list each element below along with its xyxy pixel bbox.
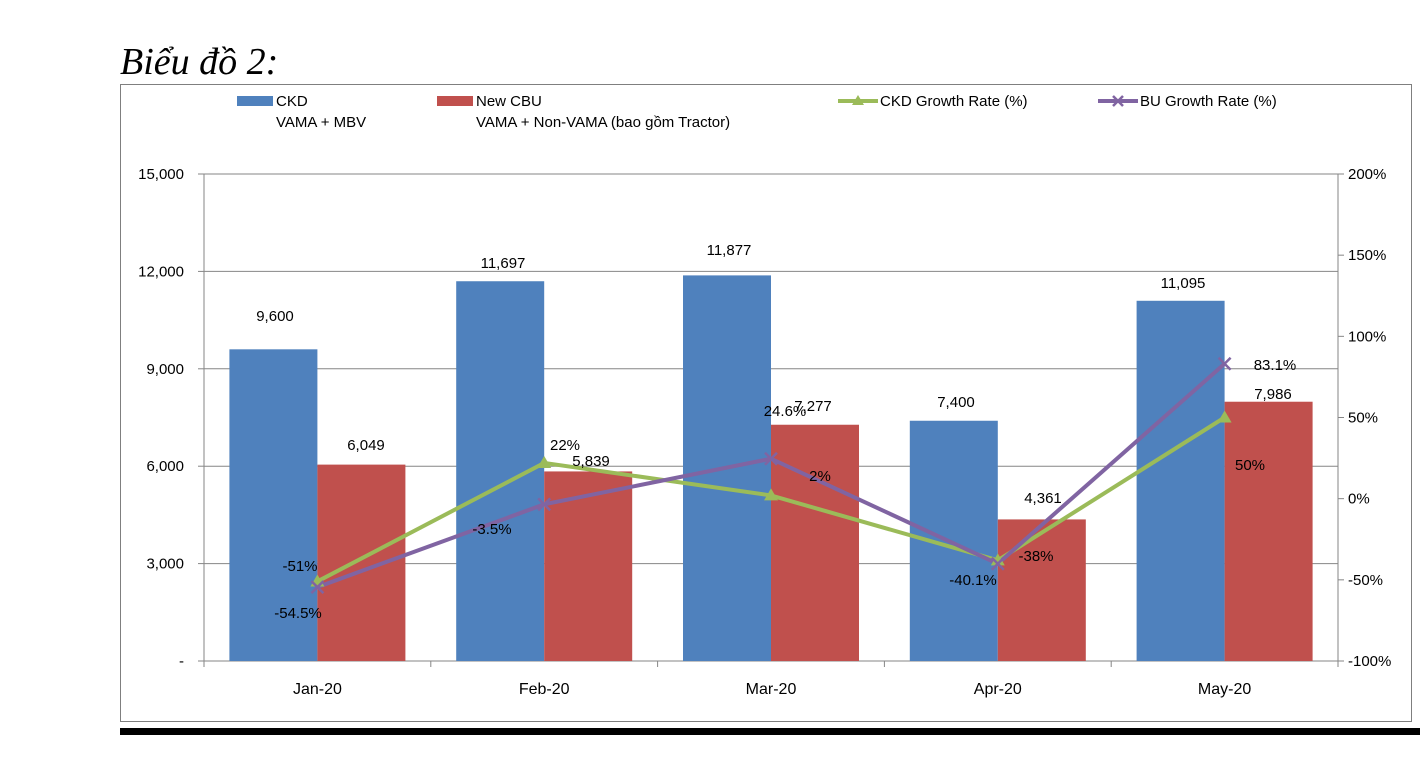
y2-tick-label: 100% [1348, 328, 1386, 345]
ckd-data-label: 11,877 [707, 242, 752, 259]
ckd-bar [1136, 300, 1225, 661]
cbu-data-label: 7,277 [794, 398, 832, 415]
cbu-data-label: 4,361 [1024, 490, 1062, 507]
y-tick-label: 3,000 [146, 556, 184, 573]
ckd-data-label: 7,400 [937, 394, 975, 411]
bu-growth-marker [1217, 356, 1232, 371]
bottom-rule [120, 728, 1420, 735]
y2-tick-label: 0% [1348, 491, 1370, 508]
bu-growth-data-label: -3.5% [472, 521, 511, 538]
legend-cbu-swatch [437, 96, 473, 106]
x-tick-label: Apr-20 [974, 681, 1022, 698]
bu-growth-marker [310, 580, 325, 595]
legend-ckd-label: CKD [276, 93, 308, 110]
legend-bu-growth-label: BU Growth Rate (%) [1140, 93, 1277, 110]
legend-ckd-growth-marker [852, 95, 864, 105]
y2-tick-label: -100% [1348, 653, 1391, 670]
ckd-growth-marker [764, 488, 778, 501]
bu-growth-data-label: -40.1% [949, 572, 997, 589]
ckd-growth-data-label: 22% [550, 437, 580, 454]
y-tick-label: 12,000 [138, 263, 184, 280]
bu-growth-marker [990, 556, 1005, 571]
bu-growth-marker [537, 497, 552, 512]
ckd-growth-data-label: 2% [809, 468, 831, 485]
legend-ckd-growth-label: CKD Growth Rate (%) [880, 93, 1028, 110]
bu-growth-data-label: -54.5% [274, 605, 322, 622]
page-heading: Biểu đồ 2: [120, 41, 279, 83]
cbu-data-label: 5,839 [572, 453, 610, 470]
cbu-bar [997, 519, 1086, 661]
cbu-bar [1224, 401, 1313, 661]
cbu-data-label: 6,049 [347, 437, 385, 454]
legend-ckd-sublabel: VAMA + MBV [276, 114, 366, 131]
y2-tick-label: -50% [1348, 572, 1383, 589]
y-tick-label: 15,000 [138, 166, 184, 183]
cbu-bar [317, 464, 406, 661]
y-tick-label: 9,000 [146, 361, 184, 378]
ckd-growth-data-label: 50% [1235, 457, 1265, 474]
x-tick-label: Mar-20 [746, 681, 797, 698]
bu-growth-data-label: 83.1% [1254, 357, 1297, 374]
y2-tick-label: 50% [1348, 410, 1378, 427]
legend-cbu-sublabel: VAMA + Non-VAMA (bao gồm Tractor) [476, 114, 730, 131]
ckd-growth-data-label: -51% [282, 558, 317, 575]
x-tick-label: Jan-20 [293, 681, 342, 698]
legend-bu-growth-marker [1112, 95, 1124, 107]
bu-growth-marker [764, 451, 778, 466]
ckd-bar [229, 349, 318, 661]
x-tick-label: Feb-20 [519, 681, 570, 698]
legend-ckd-swatch [237, 96, 273, 106]
y2-tick-label: 150% [1348, 247, 1386, 264]
cbu-data-label: 7,986 [1254, 386, 1292, 403]
y-tick-label: - [179, 653, 184, 670]
ckd-data-label: 11,697 [481, 255, 526, 272]
ckd-growth-marker [537, 455, 552, 468]
ckd-growth-marker [990, 553, 1005, 566]
legend-cbu-label: New CBU [476, 93, 542, 110]
y-tick-label: 6,000 [146, 458, 184, 475]
y2-tick-label: 200% [1348, 166, 1386, 183]
ckd-growth-data-label: -38% [1018, 548, 1053, 565]
ckd-data-label: 9,600 [256, 308, 294, 325]
chart-frame [120, 84, 1412, 722]
ckd-growth-marker [1217, 410, 1232, 423]
x-tick-label: May-20 [1198, 681, 1251, 698]
ckd-data-label: 11,095 [1161, 275, 1206, 292]
bu-growth-data-label: 24.6% [764, 403, 807, 420]
cbu-bar [771, 424, 859, 661]
